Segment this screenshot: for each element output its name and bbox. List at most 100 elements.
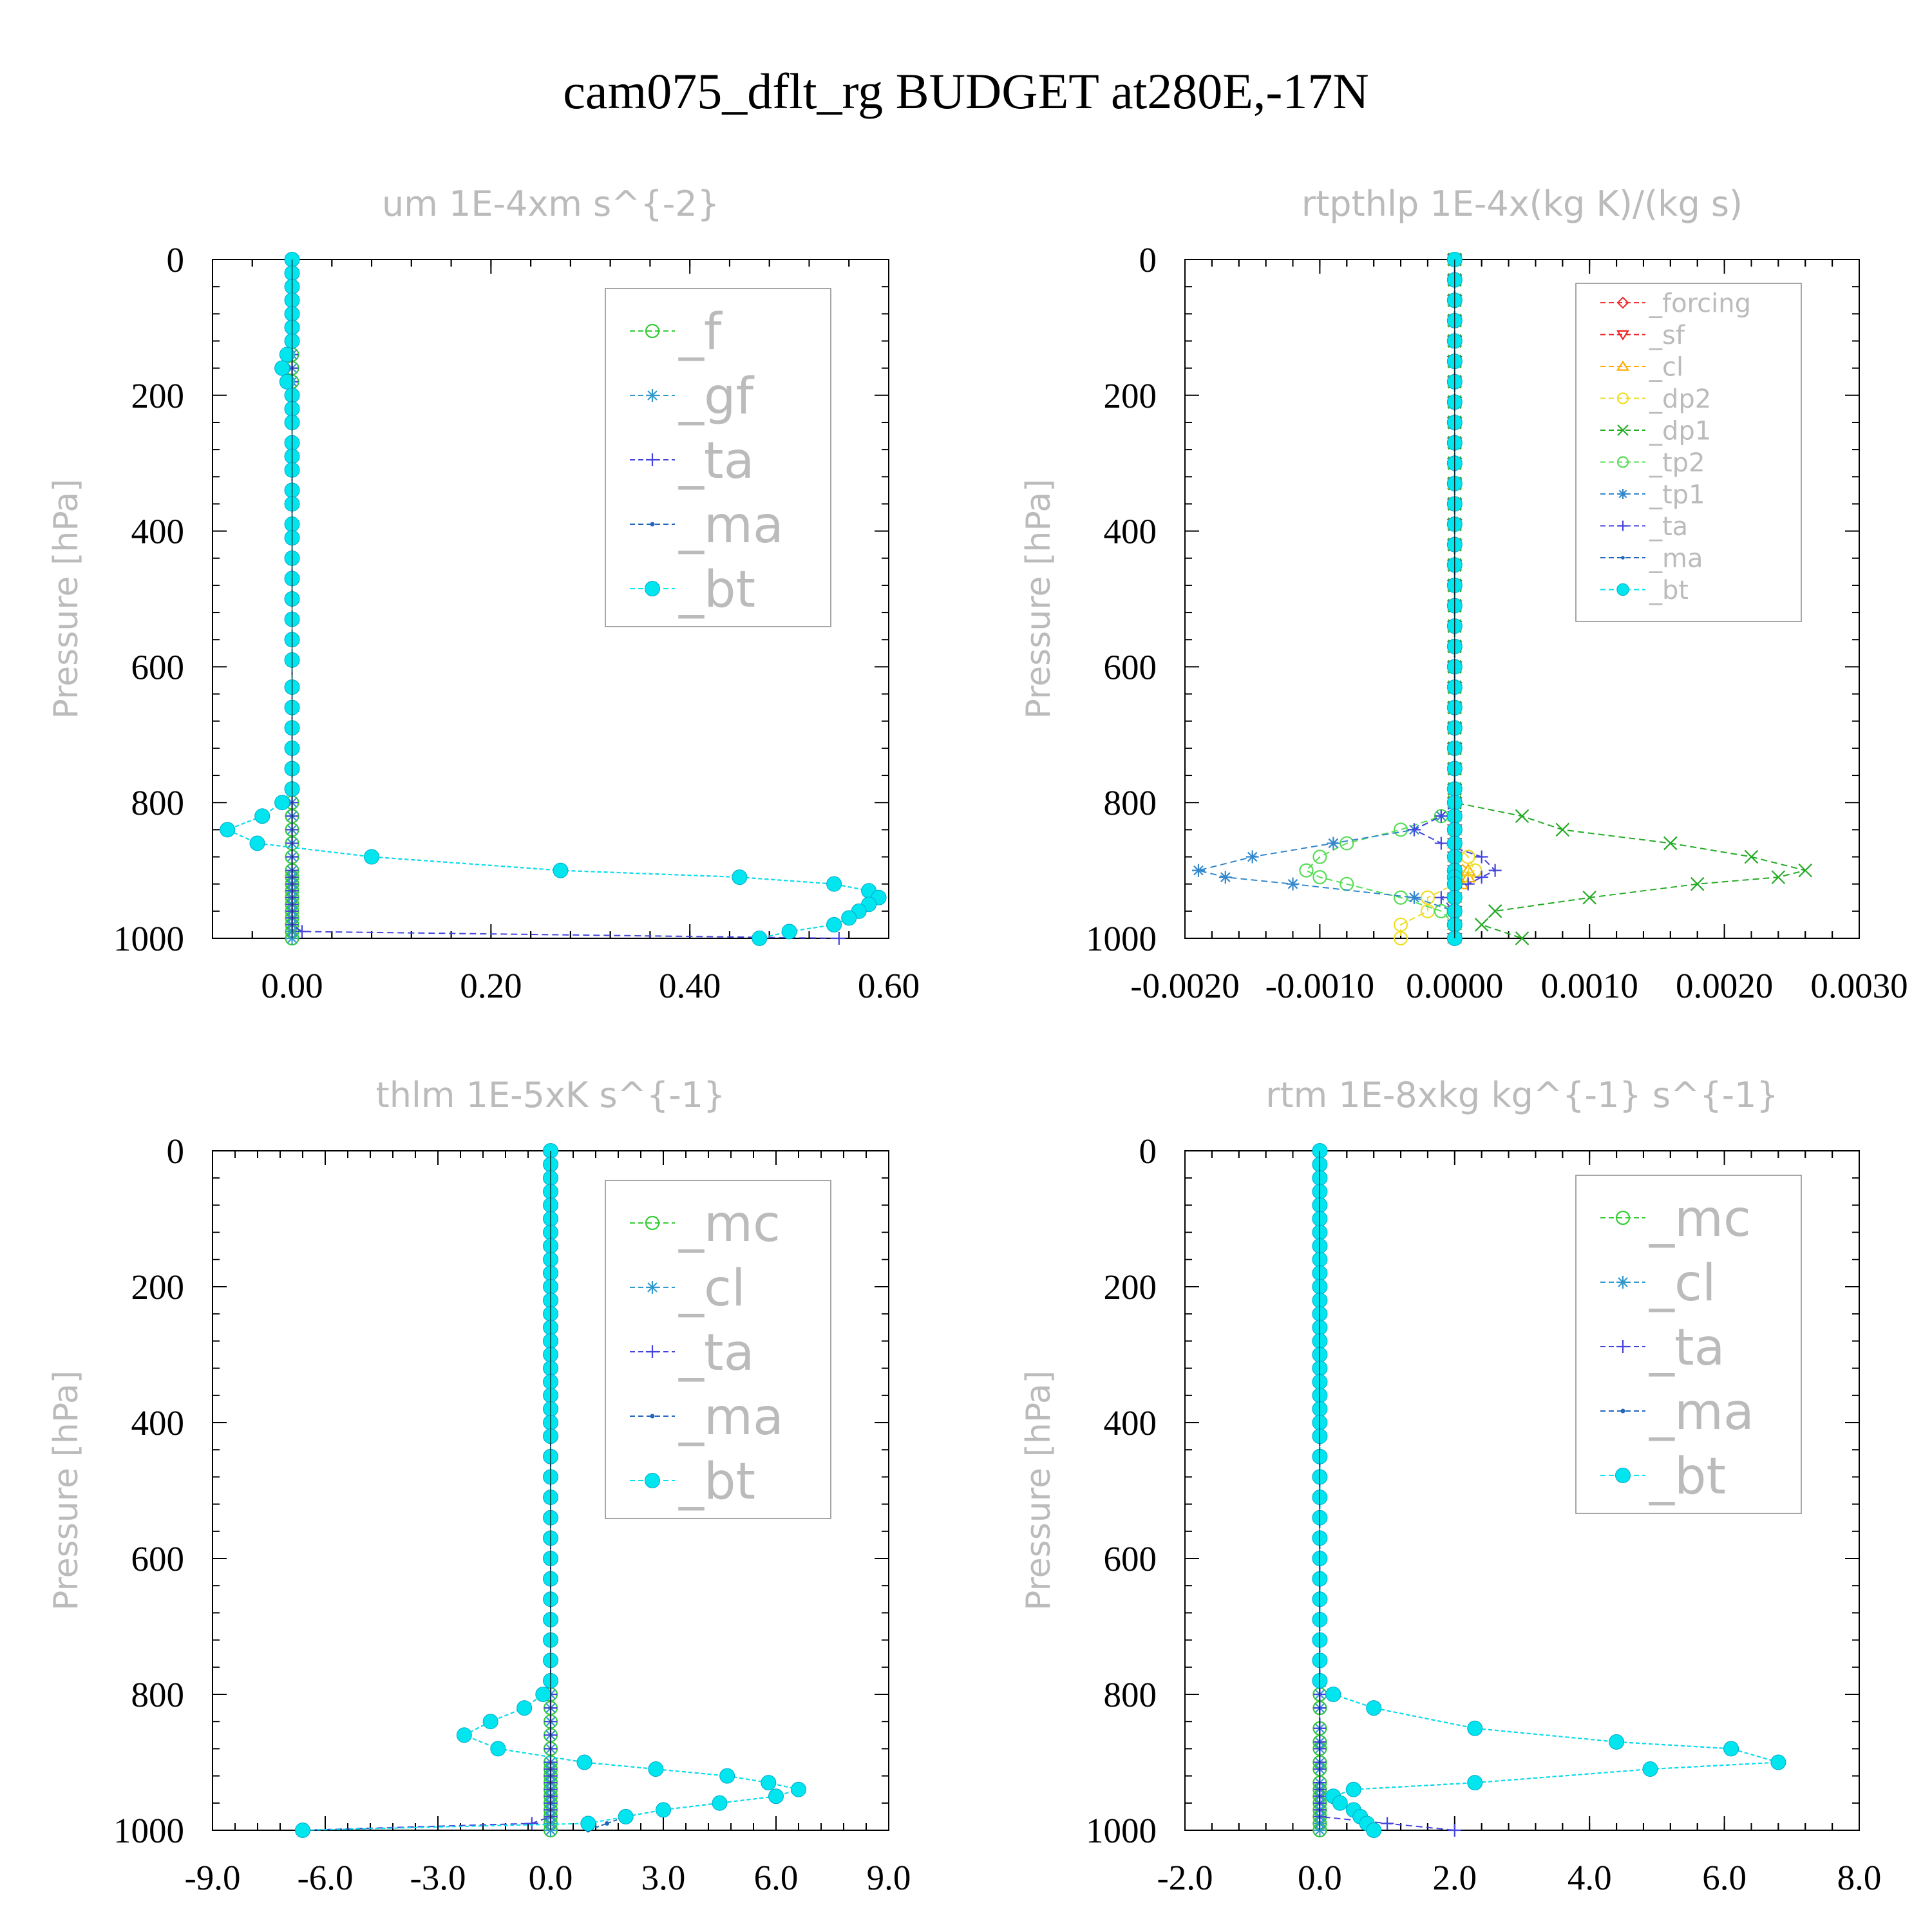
data-point: [1393, 822, 1408, 837]
data-point: [490, 1741, 506, 1757]
data-point: [1332, 1795, 1348, 1811]
x-tick-label: -0.0020: [1130, 966, 1240, 1005]
x-tick-label: 2.0: [1432, 1858, 1477, 1897]
series-line-ta: [302, 1151, 551, 1831]
panel-um: um 1E-4xm s^{-2} Pressure [hPa] 0 200 400 600…: [47, 184, 920, 1005]
data-point: [648, 1761, 664, 1777]
legend-label-ma: _ma: [678, 1388, 784, 1446]
legend-marker-ma: [1621, 556, 1625, 560]
data-point: [605, 1821, 609, 1826]
y-axis-label: Pressure [hPa]: [1019, 479, 1058, 719]
y-tick-label: 1000: [113, 1811, 184, 1850]
data-point: [1312, 870, 1327, 885]
data-point: [516, 1700, 533, 1716]
legend-label-bt: _bt: [1649, 576, 1689, 605]
legend-label-cl: _cl: [678, 1260, 746, 1318]
y-tick-label: 0: [1139, 240, 1157, 279]
x-tick-label: 0.0020: [1676, 966, 1773, 1005]
data-point: [1299, 863, 1314, 878]
data-point: [1434, 837, 1448, 850]
legend-marker-cl: [1616, 360, 1629, 371]
legend-label-ta: _ta: [1649, 512, 1688, 542]
data-point: [1690, 876, 1705, 891]
series-markers-tp2: [1299, 252, 1462, 946]
data-point: [1555, 822, 1570, 837]
y-tick-label: 1000: [1086, 1811, 1157, 1850]
legend-marker-cl: [1616, 1276, 1629, 1289]
y-tick-label: 200: [1104, 1267, 1157, 1307]
x-tick-label: -0.0010: [1265, 966, 1375, 1005]
axis-ticks: [212, 1150, 889, 1831]
legend-label-ta: _ta: [678, 1324, 754, 1382]
data-point: [1467, 1775, 1483, 1791]
y-axis-label: Pressure [hPa]: [47, 479, 86, 719]
legend-marker-cl: [646, 1281, 659, 1294]
legend-marker-ma: [650, 522, 655, 527]
y-axis-label: Pressure [hPa]: [47, 1370, 86, 1611]
data-point: [732, 869, 748, 886]
series-line-tp2: [1305, 260, 1455, 938]
y-tick-label: 0: [167, 240, 185, 279]
x-tick-label: 0.0010: [1541, 966, 1638, 1005]
legend-marker-dp1: [1617, 424, 1629, 436]
data-point: [1345, 1781, 1361, 1797]
legend-marker-ma: [650, 1414, 655, 1419]
legend-marker-dp2: [1616, 392, 1629, 404]
data-point: [274, 795, 290, 811]
series-markers-bt: [295, 1143, 806, 1838]
legend-marker-gf: [646, 389, 659, 402]
panel-rtm: rtm 1E-8xkg kg^{-1} s^{-1} Pressure [hPa]…: [1019, 1075, 1881, 1897]
plot-frame: [212, 259, 889, 939]
data-point: [719, 1768, 735, 1784]
legend-label-cl: _cl: [1649, 1255, 1716, 1312]
x-tick-label: 9.0: [867, 1858, 911, 1897]
data-point: [752, 931, 768, 946]
data-point: [295, 1823, 310, 1838]
data-point: [1245, 850, 1259, 864]
x-tick-label: 0.0030: [1810, 966, 1908, 1005]
legend-marker-ta: [646, 1345, 659, 1358]
data-point: [1448, 1824, 1461, 1837]
y-tick-label: 600: [131, 1539, 185, 1578]
x-tick-label: 8.0: [1837, 1858, 1882, 1897]
legend-marker-ma: [1620, 1408, 1625, 1414]
legend: _mc _cl _ta _ma _bt: [1575, 1175, 1802, 1514]
data-point: [1475, 850, 1488, 864]
x-tick-label: 0.40: [659, 966, 721, 1005]
legend-label-mc: _mc: [1649, 1190, 1751, 1248]
legend-marker-forcing: [1616, 296, 1629, 309]
data-point: [1461, 877, 1475, 891]
plot-frame: [1184, 1150, 1860, 1831]
data-point: [841, 910, 857, 926]
y-tick-label: 800: [1104, 783, 1157, 822]
panel-title: thlm 1E-5xK s^{-1}: [376, 1075, 726, 1115]
data-point: [826, 876, 842, 892]
panel-title: um 1E-4xm s^{-2}: [382, 184, 719, 224]
y-tick-label: 1000: [113, 919, 184, 958]
data-point: [1474, 918, 1489, 932]
data-point: [1434, 810, 1448, 823]
legend-label-ma: _ma: [1649, 544, 1703, 573]
data-point: [254, 808, 270, 824]
data-point: [525, 1817, 538, 1830]
x-tick-label: -2.0: [1157, 1858, 1213, 1897]
x-tick-label: 0.00: [261, 966, 323, 1005]
legend-marker-bt: [1615, 1468, 1631, 1483]
data-point: [1366, 1700, 1382, 1716]
y-tick-label: 400: [131, 1403, 185, 1443]
y-tick-label: 200: [1104, 376, 1157, 415]
legend-label-sf: _sf: [1649, 321, 1685, 350]
axis-ticks: [1184, 1150, 1860, 1831]
data-point: [1723, 1741, 1739, 1757]
legend-label-gf: _gf: [678, 368, 755, 426]
data-point: [1393, 931, 1408, 946]
y-tick-label: 800: [131, 1675, 185, 1714]
data-point: [1642, 1761, 1658, 1777]
legend-label-forcing: _forcing: [1649, 289, 1751, 318]
y-tick-label: 600: [1104, 647, 1157, 687]
data-point: [1468, 863, 1482, 878]
series-line-ta: [1319, 1151, 1455, 1831]
data-point: [826, 916, 842, 933]
data-point: [1770, 1754, 1786, 1770]
